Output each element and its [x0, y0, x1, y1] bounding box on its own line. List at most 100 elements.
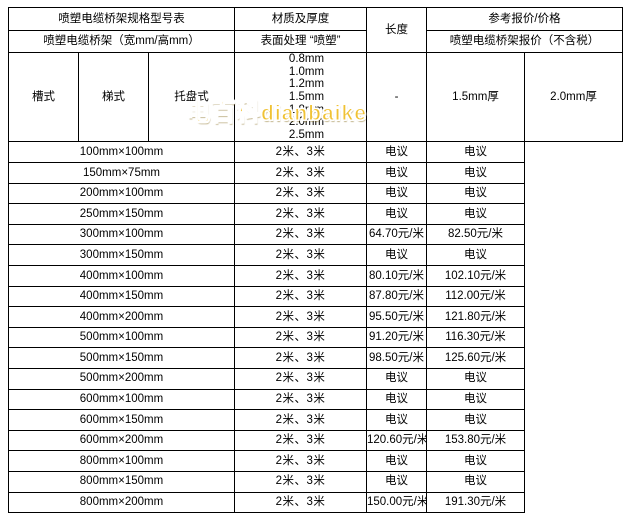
cell-length: 2米、3米: [234, 429, 367, 452]
table-row: 600mm×200mm 2米、3米 120.60元/米 153.80元/米: [8, 429, 623, 452]
header-row-title: 喷塑电缆桥架规格型号表 材质及厚度 长度 参考报价/价格: [8, 7, 624, 53]
cell-specification: 200mm×100mm: [8, 182, 235, 205]
cell-price-20mm: 电议: [426, 470, 525, 493]
table-row: 800mm×100mm 2米、3米 电议 电议: [8, 450, 623, 472]
cell-specification: 500mm×150mm: [8, 347, 235, 370]
header-price-sub: 喷塑电缆桥架报价（不含税）: [425, 30, 624, 53]
header-spec-group-sub: 喷塑电缆桥架（宽mm/高mm）: [8, 30, 235, 53]
cell-specification: 600mm×150mm: [8, 409, 235, 431]
cell-specification: 400mm×200mm: [8, 306, 235, 328]
cell-price-15mm: 80.10元/米: [366, 265, 427, 287]
cell-specification: 150mm×75mm: [8, 162, 235, 184]
table-row: 600mm×150mm 2米、3米 电议 电议: [8, 409, 623, 431]
thickness-value: 0.8mm: [288, 53, 325, 65]
cell-length: 2米、3米: [234, 265, 367, 287]
table-row: 250mm×150mm 2米、3米 电议 电议: [8, 203, 623, 225]
table-header: 喷塑电缆桥架规格型号表 材质及厚度 长度 参考报价/价格 喷塑电缆桥架（宽mm/…: [8, 7, 624, 143]
cell-price-15mm: 电议: [366, 450, 427, 472]
cell-length: 2米、3米: [234, 388, 367, 411]
table-row: 400mm×150mm 2米、3米 87.80元/米 112.00元/米: [8, 285, 623, 308]
cell-price-15mm: 电议: [366, 141, 427, 164]
cell-specification: 400mm×150mm: [8, 285, 235, 308]
table-row: 400mm×100mm 2米、3米 80.10元/米 102.10元/米: [8, 265, 623, 287]
table-row: 100mm×100mm 2米、3米 电议 电议: [8, 141, 623, 164]
cell-price-15mm: 120.60元/米: [366, 429, 427, 452]
cell-specification: 800mm×150mm: [8, 470, 235, 493]
cell-price-20mm: 电议: [426, 182, 525, 205]
cell-price-15mm: 87.80元/米: [366, 285, 427, 308]
cell-specification: 500mm×100mm: [8, 326, 235, 349]
cell-length: 2米、3米: [234, 450, 367, 472]
cell-price-15mm: 64.70元/米: [366, 223, 427, 246]
header-material-title: 材质及厚度: [234, 7, 367, 31]
cell-length: 2米、3米: [234, 244, 367, 267]
table-row: 400mm×200mm 2米、3米 95.50元/米 121.80元/米: [8, 306, 623, 328]
header-type-ladder: 梯式: [78, 51, 149, 143]
cell-length: 2米、3米: [234, 182, 367, 205]
cell-specification: 600mm×200mm: [8, 429, 235, 452]
cell-price-15mm: 150.00元/米: [366, 491, 427, 513]
cell-price-20mm: 电议: [426, 162, 525, 184]
cell-specification: 300mm×150mm: [8, 244, 235, 267]
table-body: 100mm×100mm 2米、3米 电议 电议 150mm×75mm 2米、3米 电议 电议 2…: [8, 141, 623, 513]
table-row: 800mm×150mm 2米、3米 电议 电议: [8, 470, 623, 493]
cell-price-15mm: 电议: [366, 388, 427, 411]
cell-specification: 600mm×100mm: [8, 388, 235, 411]
thickness-value: 1.5mm: [288, 90, 325, 103]
cell-price-20mm: 125.60元/米: [426, 347, 525, 370]
cell-price-20mm: 电议: [426, 141, 525, 164]
cell-price-20mm: 电议: [426, 409, 525, 431]
header-price-col-1: 1.5mm厚: [426, 51, 525, 143]
cell-specification: 400mm×100mm: [8, 265, 235, 287]
cell-price-15mm: 电议: [366, 162, 427, 184]
table-row: 500mm×100mm 2米、3米 91.20元/米 116.30元/米: [8, 326, 623, 349]
cell-length: 2米、3米: [234, 141, 367, 164]
header-type-tray: 托盘式: [148, 51, 235, 143]
table-row: 500mm×150mm 2米、3米 98.50元/米 125.60元/米: [8, 347, 623, 370]
cell-price-15mm: 91.20元/米: [366, 326, 427, 349]
header-type-slot: 槽式: [8, 51, 79, 143]
thickness-value: 1.2mm: [288, 78, 325, 91]
cell-price-20mm: 电议: [426, 388, 525, 411]
cell-length: 2米、3米: [234, 368, 367, 390]
header-row-sub: 喷塑电缆桥架（宽mm/高mm） 表面处理 “喷塑” 喷塑电缆桥架报价（不含税）: [8, 30, 624, 53]
cable-tray-price-table: 喷塑电缆桥架规格型号表 材质及厚度 长度 参考报价/价格 喷塑电缆桥架（宽mm/…: [8, 7, 624, 513]
header-length-dash: -: [366, 51, 427, 143]
thickness-value: 2.5mm: [288, 128, 325, 141]
header-material-sub: 表面处理 “喷塑”: [234, 30, 367, 53]
cell-price-15mm: 电议: [366, 244, 427, 267]
cell-price-15mm: 电议: [366, 470, 427, 493]
cell-specification: 300mm×100mm: [8, 223, 235, 246]
header-row-types: 槽式 梯式 托盘式 0.8mm 1.0mm 1.2mm 1.5mm 1.8mm 2.0mm…: [8, 51, 624, 143]
cell-length: 2米、3米: [234, 470, 367, 493]
cell-specification: 100mm×100mm: [8, 141, 235, 164]
cell-price-20mm: 116.30元/米: [426, 326, 525, 349]
cell-price-15mm: 电议: [366, 368, 427, 390]
spreadsheet-canvas: 喷塑电缆桥架规格型号表 材质及厚度 长度 参考报价/价格 喷塑电缆桥架（宽mm/…: [8, 7, 624, 513]
cell-length: 2米、3米: [234, 491, 367, 513]
cell-length: 2米、3米: [234, 347, 367, 370]
header-spec-group-title: 喷塑电缆桥架规格型号表: [8, 7, 235, 31]
thickness-list: 0.8mm 1.0mm 1.2mm 1.5mm 1.8mm 2.0mm 2.5mm: [236, 53, 366, 141]
cell-specification: 250mm×150mm: [8, 203, 235, 225]
cell-length: 2米、3米: [234, 223, 367, 246]
table-row: 300mm×100mm 2米、3米 64.70元/米 82.50元/米: [8, 223, 623, 246]
cell-length: 2米、3米: [234, 326, 367, 349]
thickness-value: 1.8mm: [288, 103, 325, 116]
header-price-title: 参考报价/价格: [425, 7, 624, 31]
table-row: 600mm×100mm 2米、3米 电议 电议: [8, 388, 623, 411]
cell-price-20mm: 电议: [426, 368, 525, 390]
cell-price-15mm: 95.50元/米: [366, 306, 427, 328]
cell-price-20mm: 82.50元/米: [426, 223, 525, 246]
cell-price-15mm: 电议: [366, 182, 427, 205]
thickness-value: 1.0mm: [288, 65, 325, 78]
cell-length: 2米、3米: [234, 409, 367, 431]
cell-price-20mm: 102.10元/米: [426, 265, 525, 287]
cell-specification: 500mm×200mm: [8, 368, 235, 390]
cell-length: 2米、3米: [234, 306, 367, 328]
table-row: 200mm×100mm 2米、3米 电议 电议: [8, 182, 623, 205]
table-row: 800mm×200mm 2米、3米 150.00元/米 191.30元/米: [8, 491, 623, 513]
cell-specification: 800mm×100mm: [8, 450, 235, 472]
header-length-title: 长度: [366, 7, 427, 53]
cell-specification: 800mm×200mm: [8, 491, 235, 513]
